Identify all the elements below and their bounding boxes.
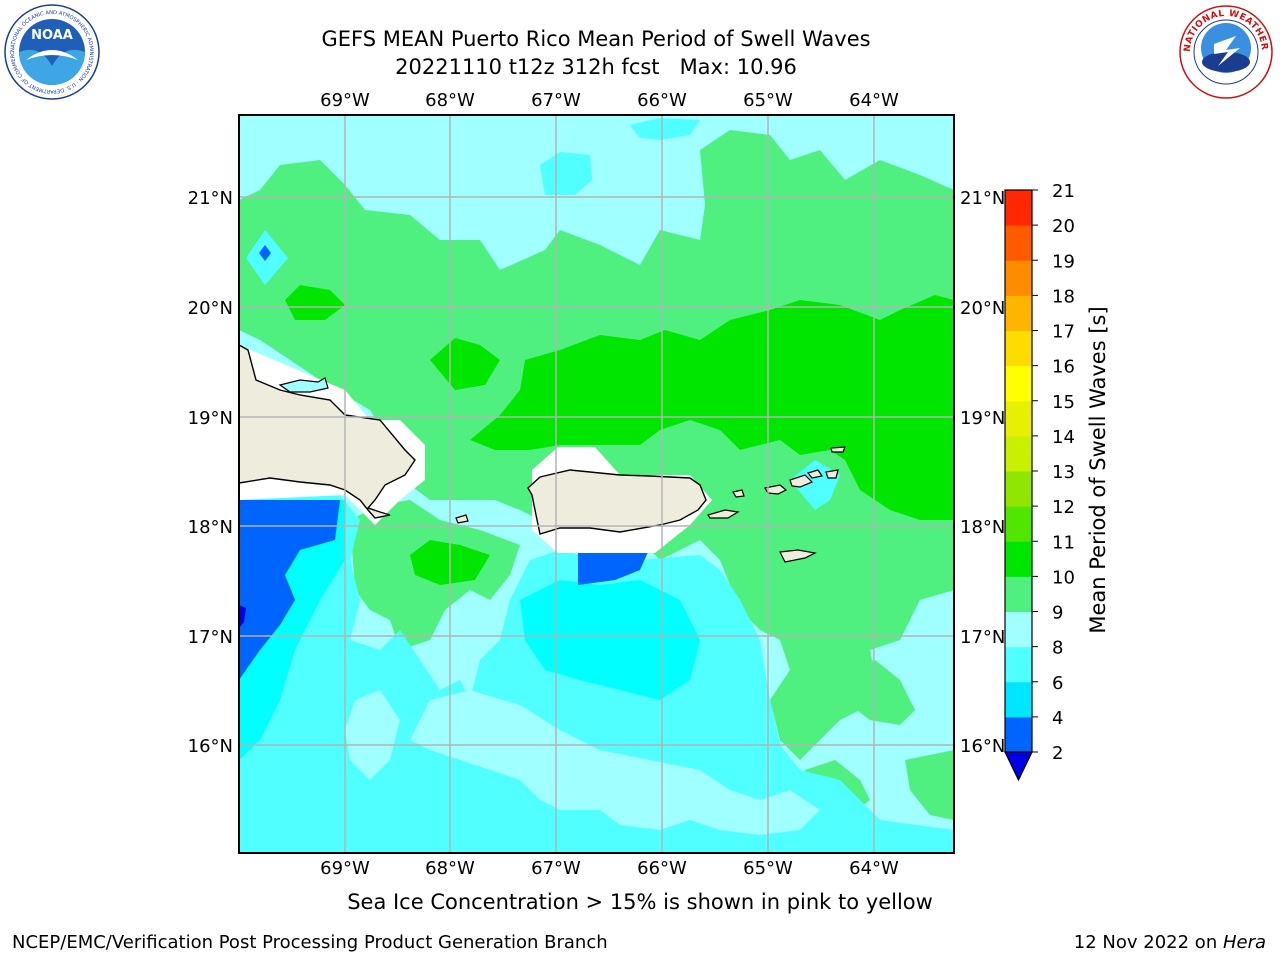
colorbar-segment: [1005, 611, 1032, 648]
colorbar-segment: [1005, 435, 1032, 472]
colorbar-segment: [1005, 716, 1032, 753]
map-title: GEFS MEAN Puerto Rico Mean Period of Swe…: [321, 27, 871, 51]
footer-date-text: 12 Nov 2022 on: [1073, 932, 1223, 953]
colorbar-segment: [1005, 681, 1032, 718]
footer-host: Hera: [1222, 932, 1266, 953]
lon-label-bottom: 66°W: [637, 858, 687, 879]
hispaniola-land: [239, 344, 416, 519]
mona-island: [455, 514, 469, 524]
lat-label-left: 19°N: [188, 408, 233, 429]
lat-label-left: 16°N: [188, 736, 233, 757]
map-subtitle: 20221110 t12z 312h fcst Max: 10.96: [395, 55, 797, 79]
colorbar-tick-label: 17: [1052, 322, 1075, 343]
colorbar-tick-label: 8: [1052, 638, 1063, 659]
colorbar-tick-label: 12: [1052, 497, 1075, 518]
colorbar-tick-label: 4: [1052, 708, 1063, 729]
colorbar-tick-label: 18: [1052, 286, 1075, 307]
colorbar-segment: [1005, 646, 1032, 683]
lon-label-top: 64°W: [849, 90, 899, 111]
lon-labels-top: 69°W 68°W 67°W 66°W 65°W 64°W: [320, 90, 899, 111]
lon-label-bottom: 69°W: [320, 858, 370, 879]
colorbar-segment: [1005, 576, 1032, 612]
colorbar-tick-label: 11: [1052, 532, 1075, 553]
band-below-2: [239, 605, 246, 628]
colorbar-segment: [1005, 365, 1032, 402]
colorbar-segment: [1005, 400, 1032, 437]
lon-label-bottom: 68°W: [425, 858, 475, 879]
lon-labels-bottom: 69°W 68°W 67°W 66°W 65°W 64°W: [320, 858, 899, 879]
nws-logo: NATIONAL WEATHER SERVICE: [1174, 0, 1274, 100]
lon-label-bottom: 64°W: [849, 858, 899, 879]
colorbar-tick-label: 2: [1052, 743, 1063, 764]
footer-date: 12 Nov 2022 on Hera: [1074, 932, 1266, 953]
colorbar-tick-label: 21: [1052, 181, 1075, 202]
lat-label-left: 18°N: [188, 517, 233, 538]
lat-label-right: 16°N: [960, 736, 1005, 757]
colorbar-label: Mean Period of Swell Waves [s]: [1086, 306, 1110, 633]
band-4-6-south: [520, 580, 700, 700]
colorbar-segment: [1005, 225, 1032, 261]
lon-label-top: 66°W: [637, 90, 687, 111]
hispaniola-inlet: [278, 377, 329, 393]
lon-label-top: 65°W: [743, 90, 793, 111]
colorbar: 2 4 6 8 9 10 11 12 13 14 15 16 17 18 19 20 21: [1004, 181, 1075, 782]
colorbar-segment: [1005, 541, 1032, 577]
colorbar-tick-label: 6: [1052, 673, 1063, 694]
lat-label-right: 19°N: [960, 408, 1005, 429]
svg-text:NOAA: NOAA: [31, 28, 73, 43]
sea-ice-caption: Sea Ice Concentration > 15% is shown in …: [347, 890, 933, 914]
band-9-10-se: [840, 660, 915, 725]
swell-field: [239, 115, 954, 853]
vieques-island: [707, 509, 740, 519]
colorbar-segment: [1005, 295, 1032, 331]
lat-label-right: 17°N: [960, 627, 1005, 648]
virgin-islands: [764, 446, 846, 495]
st-croix-island: [779, 549, 817, 563]
colorbar-under-arrow: [1004, 751, 1033, 782]
colorbar-tick-label: 14: [1052, 427, 1075, 448]
colorbar-tick-label: 20: [1052, 216, 1075, 237]
colorbar-tick-label: 10: [1052, 567, 1075, 588]
band-10-11-nw: [285, 285, 345, 320]
lon-label-bottom: 67°W: [531, 858, 581, 879]
colorbar-tick-label: 13: [1052, 462, 1075, 483]
lon-label-bottom: 65°W: [743, 858, 793, 879]
band-2-4-south-pr: [578, 552, 648, 585]
lat-label-right: 20°N: [960, 298, 1005, 319]
band-9-10-se3: [905, 750, 954, 820]
band-6-8-north2: [630, 118, 700, 140]
lat-label-right: 18°N: [960, 517, 1005, 538]
band-8-9-south1: [410, 690, 820, 835]
map-frame: [238, 114, 955, 854]
lat-label-left: 21°N: [188, 188, 233, 209]
lat-label-left: 17°N: [188, 627, 233, 648]
noaa-logo: NOAA NATIONAL OCEANIC AND ATMOSPHERIC AD…: [2, 0, 100, 100]
lon-label-top: 68°W: [425, 90, 475, 111]
band-2-4-west: [239, 500, 340, 680]
footer-credit: NCEP/EMC/Verification Post Processing Pr…: [12, 932, 608, 953]
band-10-11-n: [430, 338, 500, 390]
band-2-4-nw-core: [259, 245, 271, 261]
colorbar-segment: [1005, 190, 1032, 226]
colorbar-segment: [1005, 506, 1032, 542]
colorbar-segment: [1005, 260, 1032, 296]
lon-label-top: 67°W: [531, 90, 581, 111]
lon-label-top: 69°W: [320, 90, 370, 111]
lat-label-left: 20°N: [188, 298, 233, 319]
band-10-11-central: [470, 295, 954, 520]
lat-labels-left: 21°N 20°N 19°N 18°N 17°N 16°N: [188, 188, 233, 757]
band-8-9-south2: [345, 690, 400, 780]
lat-labels-right: 21°N 20°N 19°N 18°N 17°N 16°N: [960, 188, 1005, 757]
colorbar-segment: [1005, 471, 1032, 507]
colorbar-segment: [1005, 330, 1032, 367]
lat-label-right: 21°N: [960, 188, 1005, 209]
band-6-8-north: [540, 152, 592, 195]
culebra-island: [732, 489, 745, 498]
colorbar-tick-label: 16: [1052, 357, 1075, 378]
colorbar-tick-label: 15: [1052, 392, 1075, 413]
grid: [239, 115, 954, 853]
colorbar-tick-label: 9: [1052, 603, 1063, 624]
colorbar-tick-label: 19: [1052, 251, 1075, 272]
